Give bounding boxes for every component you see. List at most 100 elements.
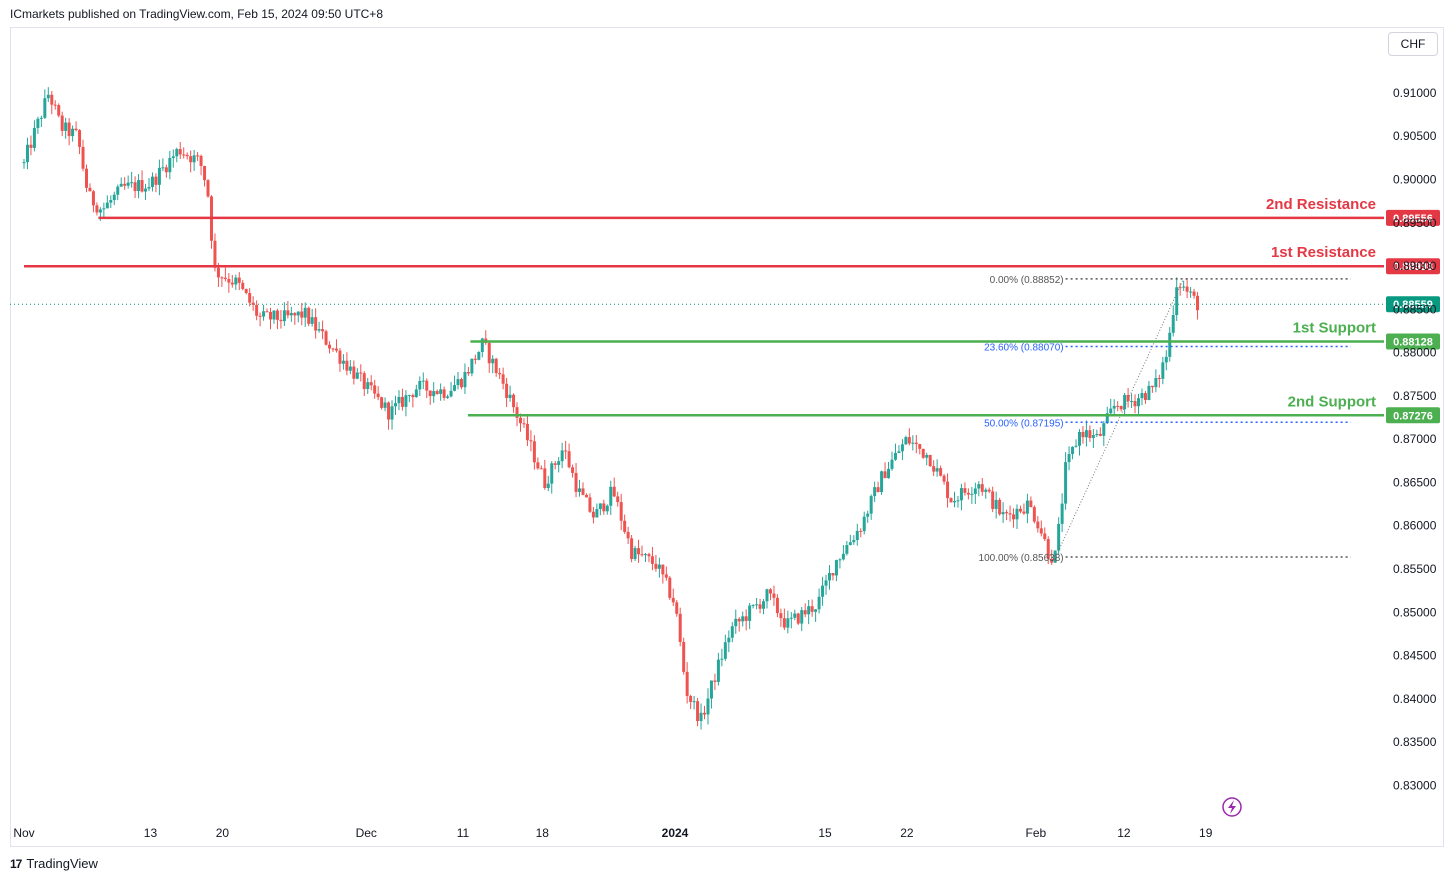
candle-body: [248, 292, 252, 303]
y-tick-label: 0.90500: [1393, 129, 1437, 143]
candle-body: [817, 596, 821, 610]
footer-brand[interactable]: 17 TradingView: [10, 856, 98, 871]
candle-body: [1008, 513, 1012, 515]
candle-body: [880, 471, 884, 493]
fibonacci-retracement[interactable]: 0.00% (0.88852) 23.60% (0.88070) 50.00% (0…: [979, 275, 1351, 564]
x-tick-label: 19: [1199, 826, 1213, 840]
candle-body: [32, 127, 36, 148]
candle-body: [612, 486, 616, 497]
candle-body: [671, 597, 675, 603]
candle-body: [543, 468, 547, 488]
chart-frame[interactable]: [10, 27, 1444, 847]
candle-body: [362, 373, 366, 390]
candle-body: [74, 128, 78, 131]
candle-body: [661, 564, 665, 575]
candle-body: [1185, 286, 1189, 292]
candle-body: [466, 372, 470, 374]
candle-body: [741, 616, 745, 622]
y-tick-label: 0.90000: [1393, 172, 1437, 186]
candle-body: [182, 154, 186, 156]
support-resistance-levels[interactable]: 2nd Resistance 0.89556 1st Resistance 0.889…: [24, 196, 1440, 424]
candle-body: [1095, 433, 1099, 436]
support-price-tag: [1386, 407, 1440, 424]
candle-body: [692, 701, 696, 703]
lightning-icon[interactable]: [1222, 797, 1242, 817]
candle-body: [744, 616, 748, 621]
candle-body: [98, 209, 102, 213]
candle-body: [1032, 507, 1036, 522]
candle-body: [650, 556, 654, 564]
candle-body: [796, 613, 800, 624]
candle-body: [1133, 401, 1137, 407]
candle-body: [630, 538, 634, 560]
candle-body: [873, 487, 877, 497]
candle-body: [952, 501, 956, 503]
candle-body: [883, 471, 887, 479]
candle-body: [36, 118, 40, 128]
candle-body: [244, 288, 248, 293]
candle-body: [828, 573, 832, 581]
candle-body: [998, 499, 1002, 515]
candle-body: [845, 545, 849, 554]
candle-body: [164, 167, 168, 173]
candle-body: [1060, 503, 1064, 524]
candle-body: [546, 483, 550, 488]
time-axis[interactable]: Nov 13 20 Dec 11 18 2024 15 22 Feb 12 19: [13, 826, 1212, 840]
currency-label[interactable]: CHF: [1388, 32, 1438, 56]
candle-body: [109, 200, 113, 203]
candle-body: [105, 202, 109, 209]
candle-body: [321, 329, 325, 332]
candle-body: [220, 277, 224, 279]
candle-body: [887, 468, 891, 479]
candle-body: [192, 155, 196, 163]
price-axis[interactable]: 0.915000.910000.905000.900000.895000.890…: [1393, 43, 1437, 793]
candle-body: [293, 312, 297, 316]
candle-body: [25, 144, 29, 163]
y-tick-label: 0.85500: [1393, 562, 1437, 576]
candle-body: [765, 589, 769, 602]
candle-body: [1102, 423, 1106, 436]
candle-body: [789, 617, 793, 619]
candle-body: [591, 511, 595, 518]
candle-body: [397, 396, 401, 404]
candle-body: [102, 208, 106, 210]
candle-body: [279, 319, 283, 322]
candle-body: [640, 554, 644, 556]
candle-body: [147, 187, 151, 189]
candle-body: [946, 481, 950, 499]
candle-body: [491, 358, 495, 364]
candle-body: [199, 155, 203, 166]
candle-body: [626, 531, 630, 539]
x-tick-label: Dec: [356, 826, 377, 840]
candle-body: [95, 205, 99, 213]
candle-body: [762, 601, 766, 609]
candle-body: [553, 463, 557, 465]
y-tick-label: 0.87500: [1393, 389, 1437, 403]
candle-body: [57, 105, 61, 116]
candle-body: [1175, 287, 1179, 316]
candle-body: [682, 641, 686, 672]
candle-body: [428, 390, 432, 397]
candle-body: [501, 374, 505, 384]
candle-body: [560, 450, 564, 462]
publisher-caption: ICmarkets published on TradingView.com, …: [10, 7, 383, 21]
candle-body: [848, 542, 852, 546]
candle-body: [366, 382, 370, 390]
resistance-price-label: 0.88998: [1393, 261, 1433, 273]
x-tick-label: 13: [144, 826, 158, 840]
candle-body: [748, 605, 752, 621]
candle-body: [286, 310, 290, 316]
candle-body: [1164, 356, 1168, 363]
y-tick-label: 0.85000: [1393, 605, 1437, 619]
candle-body: [716, 659, 720, 682]
candle-body: [394, 403, 398, 407]
candle-body: [1064, 462, 1068, 504]
candle-body: [407, 395, 411, 397]
candle-body: [834, 560, 838, 576]
candle-body: [539, 468, 543, 470]
candle-body: [637, 548, 641, 555]
y-tick-label: 0.88500: [1393, 302, 1437, 316]
candle-body: [768, 589, 772, 594]
candle-body: [43, 98, 47, 118]
